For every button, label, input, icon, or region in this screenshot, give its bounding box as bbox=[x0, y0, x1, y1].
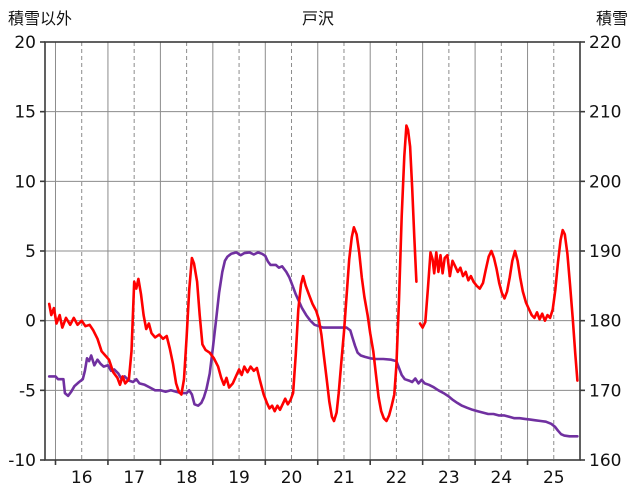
right-tick-label: 180 bbox=[589, 312, 621, 332]
left-tick-label: -10 bbox=[8, 451, 36, 471]
left-tick-label: 0 bbox=[25, 312, 36, 332]
x-tick-label: 23 bbox=[438, 468, 460, 488]
right-tick-label: 160 bbox=[589, 451, 621, 471]
x-tick-label: 18 bbox=[176, 468, 198, 488]
right-tick-label: 220 bbox=[589, 33, 621, 53]
x-tick-label: 25 bbox=[543, 468, 565, 488]
x-tick-label: 21 bbox=[333, 468, 355, 488]
left-axis-title: 積雪以外 bbox=[8, 9, 73, 28]
series-line bbox=[47, 251, 579, 438]
right-tick-label: 190 bbox=[589, 242, 621, 262]
x-tick-label: 17 bbox=[123, 468, 145, 488]
right-tick-label: 200 bbox=[589, 172, 621, 192]
x-tick-label: 24 bbox=[491, 468, 513, 488]
right-axis-title: 積雪 bbox=[595, 9, 628, 28]
x-tick-label: 19 bbox=[228, 468, 250, 488]
x-tick-label: 22 bbox=[386, 468, 408, 488]
left-tick-label: 10 bbox=[14, 172, 36, 192]
x-tick-label: 16 bbox=[71, 468, 93, 488]
right-tick-label: 210 bbox=[589, 103, 621, 123]
left-tick-label: 20 bbox=[14, 33, 36, 53]
x-tick-label: 20 bbox=[281, 468, 303, 488]
left-tick-label: 5 bbox=[25, 242, 36, 262]
left-tick-label: 15 bbox=[14, 103, 36, 123]
right-tick-label: 170 bbox=[589, 381, 621, 401]
series-line bbox=[418, 228, 579, 382]
chart-title: 戸沢 bbox=[301, 9, 334, 28]
left-tick-label: -5 bbox=[19, 381, 36, 401]
series-line bbox=[47, 124, 418, 423]
